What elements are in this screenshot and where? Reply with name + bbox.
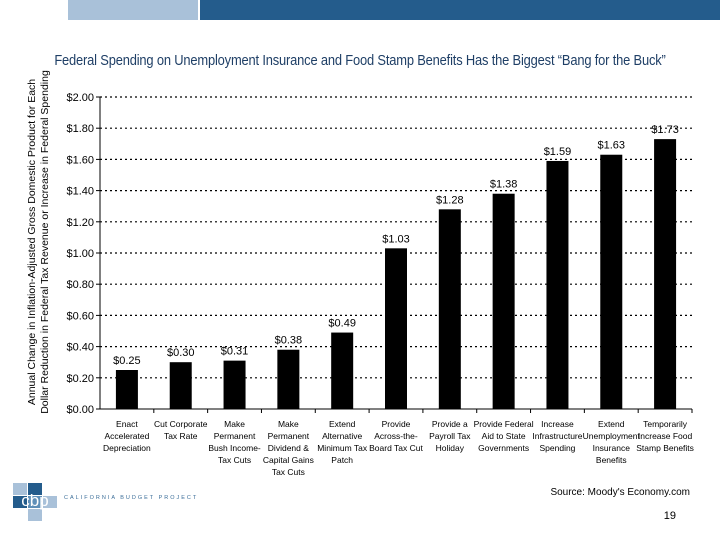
y-tick-label: $0.60 — [66, 310, 94, 322]
y-tick-label: $1.60 — [66, 154, 94, 166]
x-category-label: Depreciation — [103, 443, 151, 453]
x-category-label: Increase Food — [638, 431, 693, 441]
y-tick-label: $2.00 — [66, 92, 94, 104]
x-category-label: Make — [224, 419, 245, 429]
header-bar-dark — [200, 0, 720, 20]
x-category-label: Provide Federal — [474, 419, 534, 429]
bar-chart: $0.00 $0.20 $0.40 $0.60 $0.80 $1.00 $1.20 $1.40… — [26, 70, 694, 477]
y-tick-label: $1.80 — [66, 123, 94, 135]
x-category-label: Alternative — [322, 431, 362, 441]
x-category-label: Enact — [116, 419, 138, 429]
bar — [115, 370, 138, 409]
x-category-label: Bush Income- — [208, 443, 261, 453]
bar — [331, 332, 354, 409]
x-category-label: Increase — [541, 419, 574, 429]
x-category-label: Accelerated — [104, 431, 149, 441]
x-category-label: Tax Cuts — [272, 467, 305, 477]
y-tick-label: $1.00 — [66, 248, 94, 260]
source-note: Source: Moody's Economy.com — [550, 487, 690, 498]
y-tick-label: $0.20 — [66, 373, 94, 385]
x-category-label: Extend — [329, 419, 356, 429]
y-axis-title-line1: Annual Change in Inflation-Adjusted Gros… — [26, 79, 38, 405]
bar — [223, 360, 246, 409]
x-category-label: Holiday — [436, 443, 465, 453]
x-category-label: Aid to State — [482, 431, 526, 441]
x-category-label: Permanent — [214, 431, 256, 441]
x-category-label: Tax Cuts — [218, 455, 251, 465]
x-category-label: Provide a — [432, 419, 468, 429]
cbp-logo: cbp — [12, 482, 58, 522]
x-category-label: Permanent — [268, 431, 310, 441]
x-category-label: Stamp Benefits — [636, 443, 694, 453]
bar-value-label: $1.73 — [651, 124, 679, 136]
bar-value-label: $1.59 — [544, 146, 572, 158]
header-bar-light — [68, 0, 198, 20]
bar-value-label: $1.63 — [598, 140, 626, 152]
bar-value-label: $0.38 — [275, 335, 303, 347]
x-category-label: Spending — [539, 443, 575, 453]
x-category-label: Unemployment — [583, 431, 641, 441]
y-tick-label: $0.80 — [66, 279, 94, 291]
logo-mark-text: cbp — [21, 491, 48, 510]
x-category-label: Tax Rate — [164, 431, 198, 441]
x-category-label: Benefits — [596, 455, 627, 465]
x-category-label: Temporarily — [643, 419, 688, 429]
y-tick-label: $1.20 — [66, 217, 94, 229]
bar — [438, 209, 461, 409]
x-category-label: Extend — [598, 419, 625, 429]
x-category-label: Board Tax Cut — [369, 443, 423, 453]
bar — [277, 349, 300, 409]
bar-value-label: $0.30 — [167, 347, 195, 359]
x-category-label: Patch — [331, 455, 353, 465]
x-category-label: Payroll Tax — [429, 431, 471, 441]
bar — [385, 248, 407, 409]
bar — [169, 362, 192, 409]
y-tick-label: $0.40 — [66, 342, 94, 354]
bar — [546, 160, 569, 409]
bar-value-label: $1.03 — [382, 233, 410, 245]
x-category-label: Provide — [382, 419, 411, 429]
y-axis-title-line2: Dollar Reduction in Federal Tax Revenue … — [39, 70, 51, 414]
bar — [600, 154, 623, 409]
chart-title: Federal Spending on Unemployment Insuran… — [54, 52, 666, 69]
x-category-label: Infrastructure — [532, 431, 582, 441]
bar — [492, 193, 515, 409]
bar-value-label: $0.31 — [221, 346, 249, 358]
x-category-label: Dividend & — [268, 443, 309, 453]
bar-value-label: $1.38 — [490, 179, 518, 191]
x-category-label: Capital Gains — [263, 455, 314, 465]
bar-value-label: $0.49 — [328, 318, 356, 330]
logo-wordmark: CALIFORNIA BUDGET PROJECT — [64, 495, 199, 501]
bar-value-label: $0.25 — [113, 355, 141, 367]
x-category-label: Cut Corporate — [154, 419, 208, 429]
bar-value-label: $1.28 — [436, 194, 464, 206]
y-tick-label: $1.40 — [66, 186, 94, 198]
page-number: 19 — [663, 510, 676, 522]
x-category-label: Insurance — [593, 443, 631, 453]
x-category-label: Make — [278, 419, 299, 429]
x-category-label: Across-the- — [374, 431, 418, 441]
x-category-label: Governments — [478, 443, 529, 453]
x-category-label: Minimum Tax — [317, 443, 368, 453]
y-tick-label: $0.00 — [66, 404, 94, 416]
bar — [654, 139, 677, 409]
